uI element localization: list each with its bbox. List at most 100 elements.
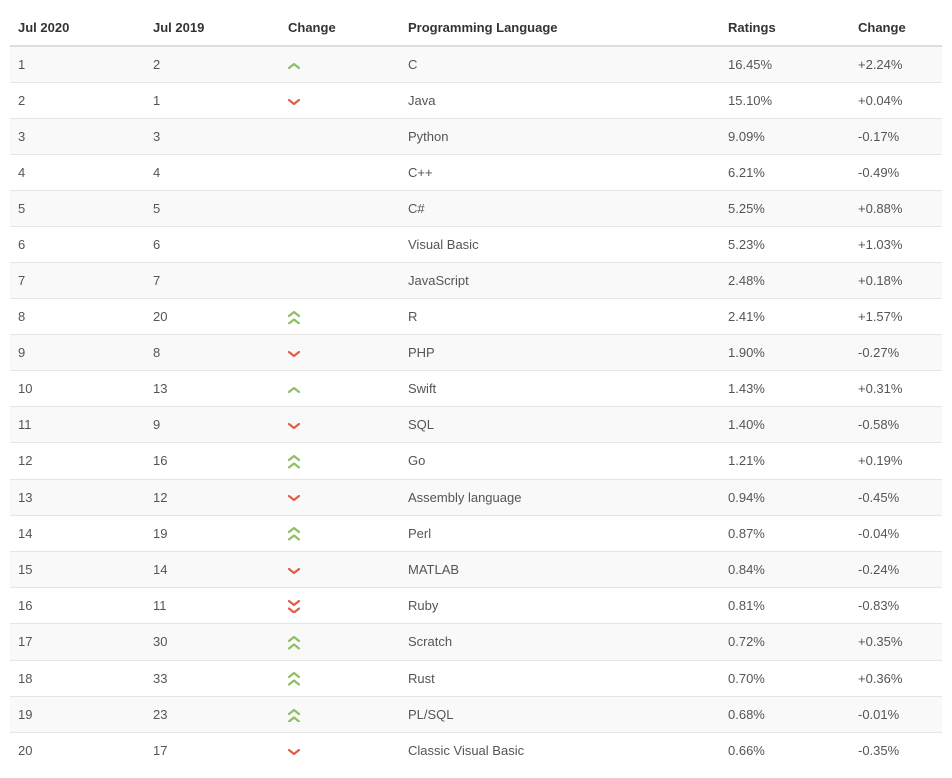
cell-change-pct: +0.35%: [850, 624, 942, 660]
cell-language: Scratch: [400, 624, 720, 660]
cell-ratings: 5.23%: [720, 227, 850, 263]
table-row: 1611 Ruby0.81%-0.83%: [10, 587, 942, 623]
cell-change-pct: +1.03%: [850, 227, 942, 263]
cell-change-direction: [280, 227, 400, 263]
cell-ratings: 0.70%: [720, 660, 850, 696]
cell-ratings: 2.41%: [720, 299, 850, 335]
col-header-jul2020: Jul 2020: [10, 10, 145, 46]
cell-jul2020: 9: [10, 335, 145, 371]
table-row: 119SQL1.40%-0.58%: [10, 407, 942, 443]
cell-jul2019: 3: [145, 119, 280, 155]
cell-jul2020: 13: [10, 479, 145, 515]
cell-change-pct: -0.17%: [850, 119, 942, 155]
cell-jul2020: 11: [10, 407, 145, 443]
cell-jul2019: 4: [145, 155, 280, 191]
cell-language: Go: [400, 443, 720, 479]
cell-change-direction: [280, 155, 400, 191]
cell-jul2019: 23: [145, 696, 280, 732]
cell-change-pct: +0.19%: [850, 443, 942, 479]
cell-language: Rust: [400, 660, 720, 696]
table-row: 1730 Scratch0.72%+0.35%: [10, 624, 942, 660]
cell-jul2020: 8: [10, 299, 145, 335]
cell-jul2019: 12: [145, 479, 280, 515]
cell-jul2020: 19: [10, 696, 145, 732]
cell-change-pct: +0.88%: [850, 191, 942, 227]
cell-jul2020: 18: [10, 660, 145, 696]
table-row: 33Python9.09%-0.17%: [10, 119, 942, 155]
table-row: 1923PL/SQL0.68%-0.01%: [10, 696, 942, 732]
cell-language: MATLAB: [400, 551, 720, 587]
cell-ratings: 0.81%: [720, 587, 850, 623]
cell-change-direction: [280, 371, 400, 407]
cell-ratings: 15.10%: [720, 83, 850, 119]
cell-change-pct: -0.04%: [850, 515, 942, 551]
double-chevron-up-icon: [288, 671, 300, 686]
cell-ratings: 0.94%: [720, 479, 850, 515]
cell-ratings: 6.21%: [720, 155, 850, 191]
cell-jul2019: 33: [145, 660, 280, 696]
cell-language: Swift: [400, 371, 720, 407]
double-chevron-up-icon: [288, 707, 300, 722]
cell-language: JavaScript: [400, 263, 720, 299]
col-header-change-dir: Change: [280, 10, 400, 46]
cell-change-pct: -0.83%: [850, 587, 942, 623]
cell-ratings: 5.25%: [720, 191, 850, 227]
cell-change-direction: [280, 46, 400, 83]
double-chevron-up-icon: [288, 309, 300, 324]
chevron-up-icon: [288, 57, 300, 72]
cell-jul2019: 19: [145, 515, 280, 551]
cell-ratings: 0.72%: [720, 624, 850, 660]
table-row: 12C16.45%+2.24%: [10, 46, 942, 83]
double-chevron-up-icon: [288, 526, 300, 541]
cell-language: PHP: [400, 335, 720, 371]
chevron-down-icon: [288, 562, 300, 577]
cell-ratings: 0.84%: [720, 551, 850, 587]
cell-change-pct: -0.24%: [850, 551, 942, 587]
cell-change-direction: [280, 587, 400, 623]
cell-change-pct: -0.27%: [850, 335, 942, 371]
cell-change-direction: [280, 83, 400, 119]
cell-ratings: 9.09%: [720, 119, 850, 155]
cell-ratings: 0.66%: [720, 733, 850, 769]
cell-language: Ruby: [400, 587, 720, 623]
cell-jul2019: 17: [145, 733, 280, 769]
col-header-language: Programming Language: [400, 10, 720, 46]
cell-ratings: 0.87%: [720, 515, 850, 551]
cell-language: C#: [400, 191, 720, 227]
cell-language: Java: [400, 83, 720, 119]
cell-jul2019: 8: [145, 335, 280, 371]
cell-language: SQL: [400, 407, 720, 443]
cell-change-pct: -0.49%: [850, 155, 942, 191]
table-row: 66Visual Basic5.23%+1.03%: [10, 227, 942, 263]
cell-jul2020: 15: [10, 551, 145, 587]
table-row: 77JavaScript2.48%+0.18%: [10, 263, 942, 299]
cell-ratings: 0.68%: [720, 696, 850, 732]
cell-jul2019: 30: [145, 624, 280, 660]
cell-change-pct: +0.36%: [850, 660, 942, 696]
cell-language: C++: [400, 155, 720, 191]
table-row: 1013Swift1.43%+0.31%: [10, 371, 942, 407]
cell-jul2019: 2: [145, 46, 280, 83]
cell-change-direction: [280, 479, 400, 515]
cell-change-pct: +0.18%: [850, 263, 942, 299]
table-row: 55C#5.25%+0.88%: [10, 191, 942, 227]
cell-change-direction: [280, 660, 400, 696]
table-row: 1514MATLAB0.84%-0.24%: [10, 551, 942, 587]
cell-jul2019: 9: [145, 407, 280, 443]
cell-jul2020: 16: [10, 587, 145, 623]
table-row: 2017Classic Visual Basic0.66%-0.35%: [10, 733, 942, 769]
table-header: Jul 2020 Jul 2019 Change Programming Lan…: [10, 10, 942, 46]
cell-language: Classic Visual Basic: [400, 733, 720, 769]
cell-jul2019: 11: [145, 587, 280, 623]
cell-language: Visual Basic: [400, 227, 720, 263]
cell-jul2019: 1: [145, 83, 280, 119]
cell-jul2019: 7: [145, 263, 280, 299]
cell-jul2019: 16: [145, 443, 280, 479]
table-row: 820R2.41%+1.57%: [10, 299, 942, 335]
cell-jul2020: 12: [10, 443, 145, 479]
cell-jul2020: 17: [10, 624, 145, 660]
cell-change-direction: [280, 263, 400, 299]
table-row: 1419Perl0.87%-0.04%: [10, 515, 942, 551]
cell-jul2019: 20: [145, 299, 280, 335]
cell-ratings: 1.21%: [720, 443, 850, 479]
